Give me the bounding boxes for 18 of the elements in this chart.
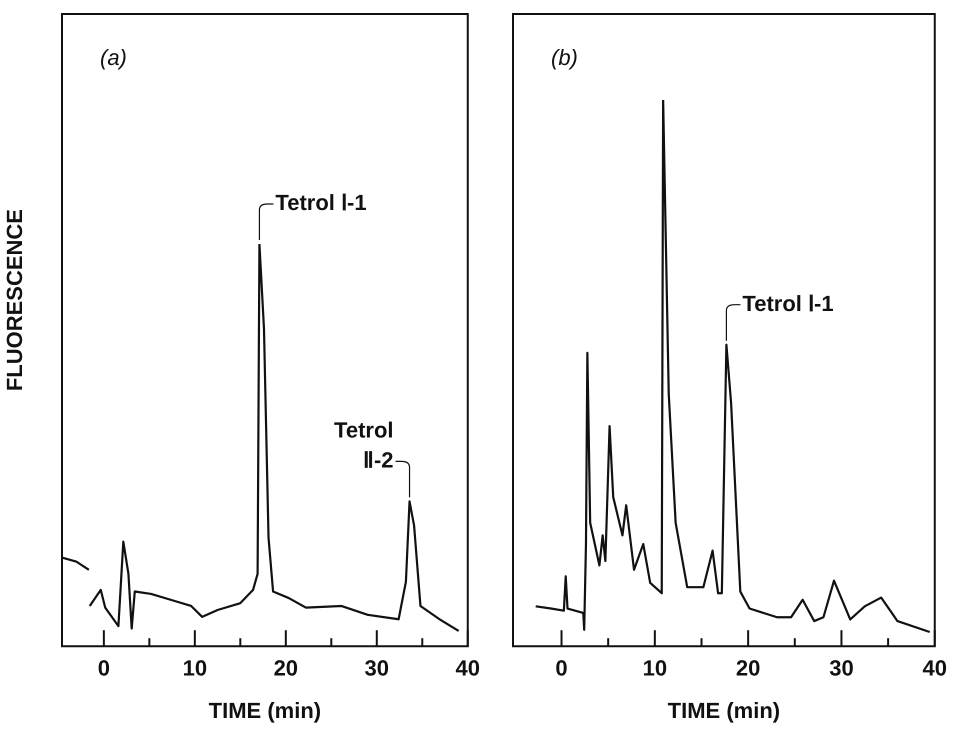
x-tick-label: 30 bbox=[829, 655, 854, 680]
x-tick-label: 40 bbox=[922, 655, 948, 680]
x-axis-title: TIME (min) bbox=[208, 698, 322, 723]
y-axis-title: FLUORESCENCE bbox=[2, 209, 28, 392]
text: (b) bbox=[551, 45, 578, 70]
text: (a) bbox=[100, 45, 127, 70]
annotation: Tetrol Ⅰ-1 bbox=[275, 190, 367, 216]
x-tick-label: 20 bbox=[274, 655, 298, 680]
x-axis-title: TIME (min) bbox=[668, 698, 780, 723]
annotation: Tetrol Ⅰ-1 bbox=[742, 290, 834, 316]
x-tick-label: 0 bbox=[98, 655, 110, 680]
x-tick-label: 40 bbox=[456, 655, 480, 680]
x-tick-label: 0 bbox=[555, 655, 568, 680]
annotation: Tetrol Ⅱ-2 bbox=[334, 417, 394, 472]
x-tick-label: 10 bbox=[182, 655, 208, 680]
x-tick-label: 20 bbox=[736, 655, 760, 680]
x-tick-label: 10 bbox=[642, 655, 668, 680]
x-tick-label: 30 bbox=[364, 655, 390, 680]
